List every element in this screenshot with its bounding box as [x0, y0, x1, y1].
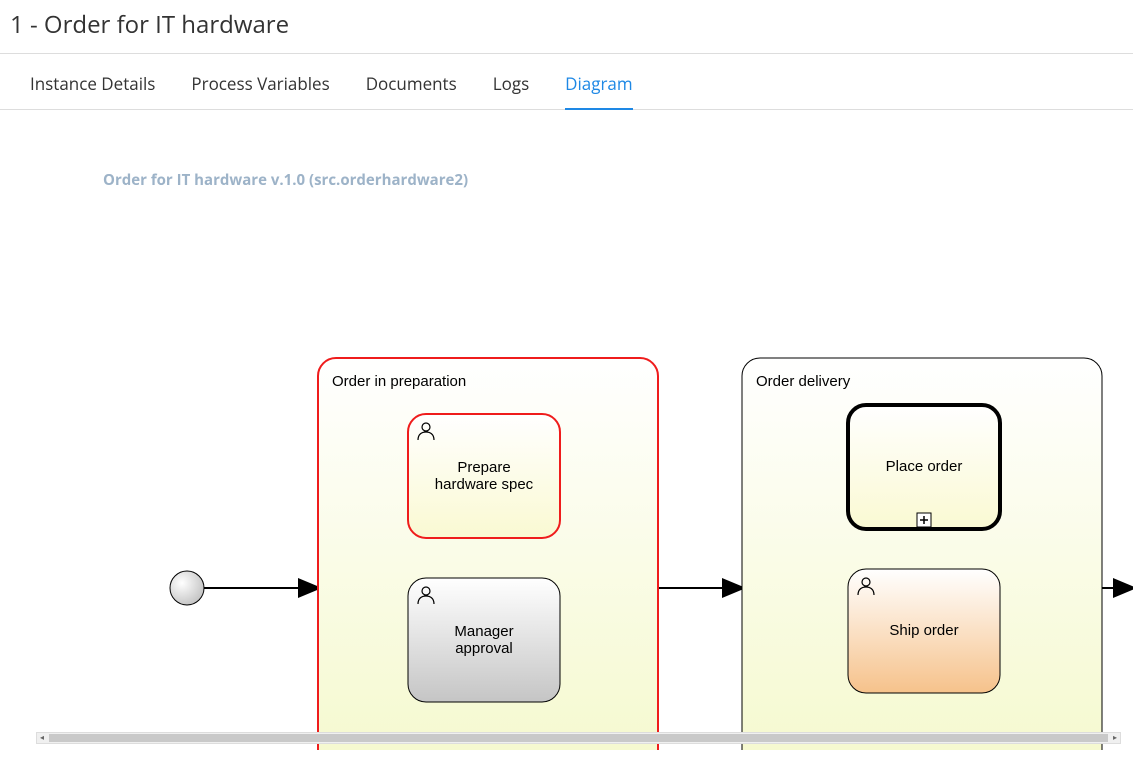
horizontal-scrollbar[interactable]: ◂ ▸ — [36, 732, 1121, 744]
tab-instance-details[interactable]: Instance Details — [30, 72, 155, 109]
subprocess-sp1[interactable]: Order in preparation Preparehardware spec… — [318, 358, 658, 750]
task-t3[interactable]: Place order — [848, 405, 1000, 529]
task-t1[interactable]: Preparehardware spec — [408, 414, 560, 538]
bpmn-diagram: Order in preparation Preparehardware spec… — [0, 220, 1133, 750]
process-name-label: Order for IT hardware v.1.0 (src.orderha… — [103, 170, 468, 190]
page-title: 1 - Order for IT hardware — [0, 0, 1133, 54]
task-label: Managerapproval — [454, 623, 513, 657]
scroll-right-icon[interactable]: ▸ — [1110, 733, 1120, 743]
scroll-left-icon[interactable]: ◂ — [37, 733, 47, 743]
scroll-thumb[interactable] — [49, 734, 1108, 742]
tab-process-variables[interactable]: Process Variables — [191, 72, 329, 109]
tab-bar: Instance Details Process Variables Documen… — [0, 54, 1133, 110]
task-t4[interactable]: Ship order — [848, 569, 1000, 693]
task-t2[interactable]: Managerapproval — [408, 578, 560, 702]
diagram-area: Order for IT hardware v.1.0 (src.orderha… — [0, 110, 1133, 750]
subprocess-label: Order delivery — [756, 373, 851, 390]
tab-logs[interactable]: Logs — [493, 72, 529, 109]
task-label: Place order — [886, 458, 963, 475]
subprocess-label: Order in preparation — [332, 373, 466, 390]
start-event[interactable] — [170, 571, 204, 605]
task-label: Ship order — [889, 622, 958, 639]
subprocess-sp2[interactable]: Order delivery Place order Ship order — [742, 358, 1102, 750]
tab-documents[interactable]: Documents — [366, 72, 457, 109]
tab-diagram[interactable]: Diagram — [565, 72, 632, 109]
expand-marker-icon[interactable] — [917, 513, 931, 527]
